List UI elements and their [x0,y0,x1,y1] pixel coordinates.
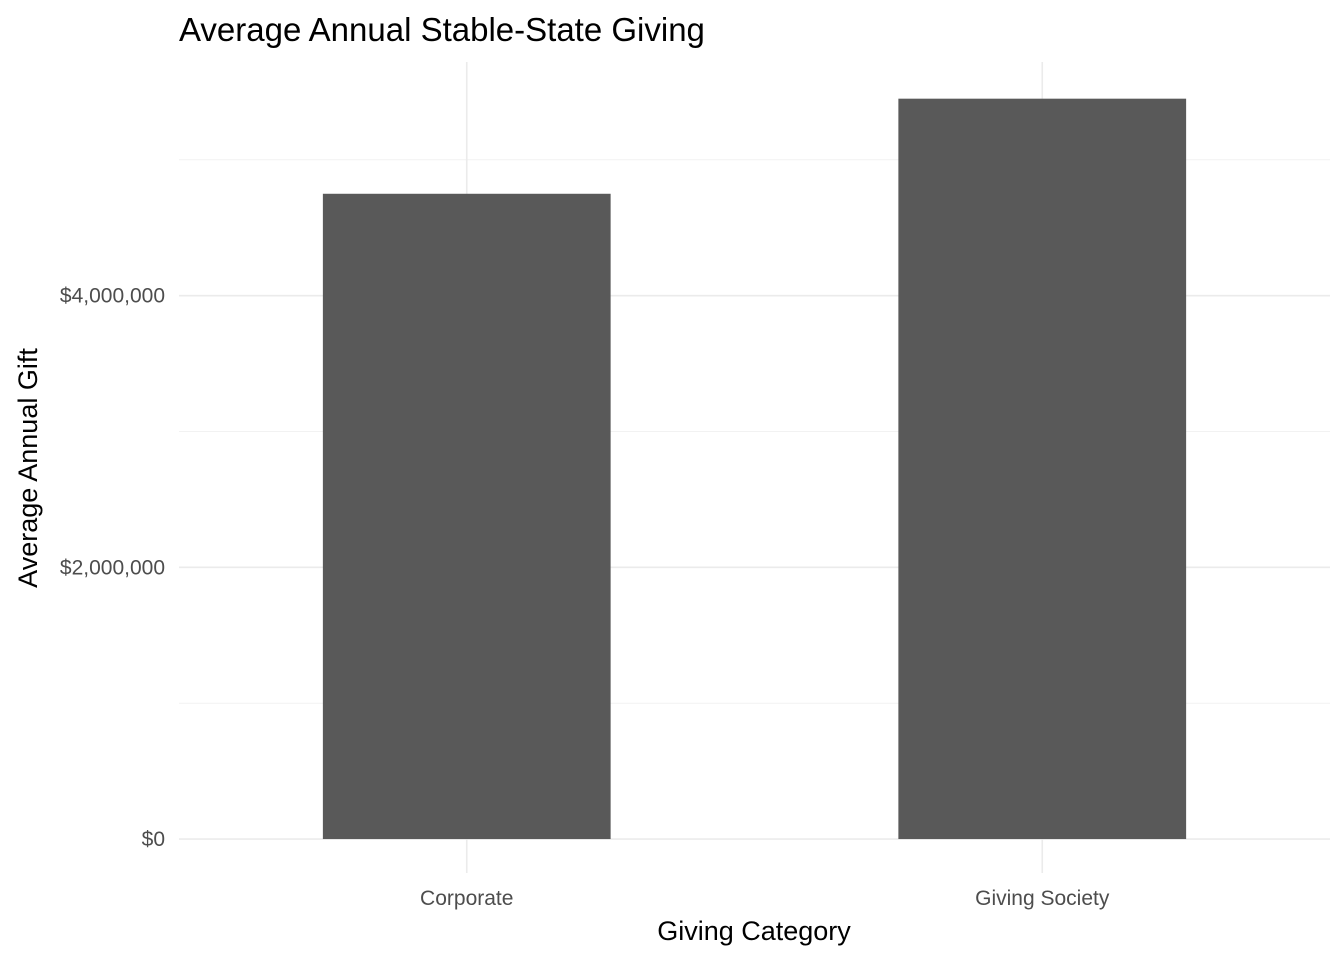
bar-giving-society [898,98,1187,840]
bars [322,98,1187,840]
y-tick-label: $0 [142,828,165,851]
tick-labels: $0 $2,000,000 $4,000,000 Corporate Giving So… [60,285,1110,910]
x-axis-title: Giving Category [657,916,851,946]
y-tick-label: $2,000,000 [60,556,165,579]
y-axis-title: Average Annual Gift [13,348,43,588]
y-tick-label: $4,000,000 [60,285,165,308]
bar-corporate [322,193,611,840]
chart-title: Average Annual Stable-State Giving [179,11,705,48]
x-tick-label: Corporate [420,887,513,910]
x-tick-label: Giving Society [975,887,1110,910]
